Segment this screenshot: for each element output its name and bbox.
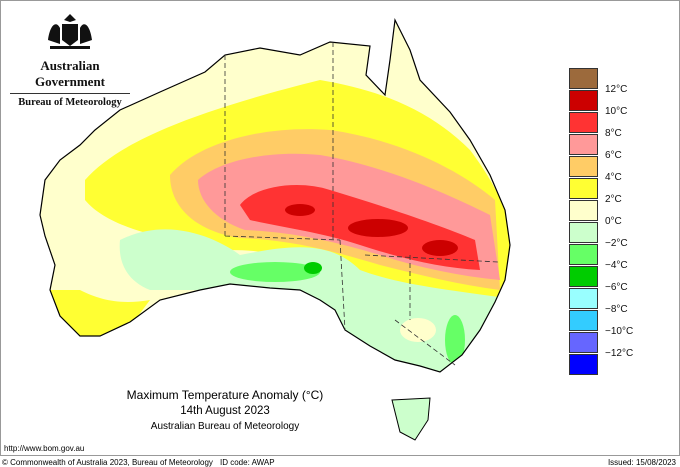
legend-swatch: [569, 178, 598, 199]
band-neg2-neg4b: [445, 315, 465, 365]
legend-swatch: [569, 222, 598, 243]
legend-swatch: [569, 354, 598, 375]
legend-label: 6°C: [605, 150, 622, 161]
legend-swatch: [569, 200, 598, 221]
legend-swatch: [569, 310, 598, 331]
legend-label: 0°C: [605, 216, 622, 227]
legend-label: −2°C: [605, 238, 628, 249]
map-title: Maximum Temperature Anomaly (°C): [126, 388, 324, 402]
legend-label: 8°C: [605, 128, 622, 139]
band-0-neg2-west: [119, 229, 510, 372]
band-neg4-neg6: [304, 262, 322, 274]
legend-swatch: [569, 156, 598, 177]
legend-label: −6°C: [605, 282, 628, 293]
legend-swatch: [569, 288, 598, 309]
band-neg2-neg4a: [230, 262, 320, 282]
legend-swatch: [569, 68, 598, 89]
map-source: Australian Bureau of Meteorology: [150, 421, 300, 432]
legend-label: 2°C: [605, 194, 622, 205]
band-10-12c: [422, 240, 458, 256]
coat-of-arms-icon: [48, 14, 92, 49]
warm-patch-se: [400, 318, 436, 342]
legend-swatch: [569, 134, 598, 155]
website-link[interactable]: http://www.bom.gov.au: [4, 444, 85, 453]
color-legend: 12°C 10°C 8°C 6°C 4°C 2°C 0°C −2°C −4°C −6°C −8°C −…: [569, 68, 633, 376]
legend-label: −10°C: [605, 326, 634, 337]
band-10-12a: [285, 204, 315, 216]
legend-label: −8°C: [605, 304, 628, 315]
legend-swatch: [569, 90, 598, 111]
agency-name: Bureau of Meteorology: [18, 97, 122, 108]
legend-swatch: [569, 266, 598, 287]
band-10-12b: [348, 219, 408, 237]
legend-swatch: [569, 112, 598, 133]
map-date: 14th August 2023: [180, 405, 270, 417]
government-logo: Australian Government Bureau of Meteorol…: [10, 10, 130, 108]
copyright: © Commonwealth of Australia 2023, Bureau…: [2, 458, 213, 467]
legend-label: −12°C: [605, 348, 634, 359]
government-name: Australian Government: [10, 58, 130, 94]
legend-swatch: [569, 244, 598, 265]
legend-label: 4°C: [605, 172, 622, 183]
legend-label: −4°C: [605, 260, 628, 271]
tasmania: [391, 397, 431, 441]
id-code: ID code: AWAP: [220, 458, 275, 467]
legend-label: 10°C: [605, 106, 628, 117]
legend-swatch: [569, 332, 598, 353]
issued-date: Issued: 15/08/2023: [607, 458, 676, 467]
legend-label: 12°C: [605, 84, 628, 95]
state-borders: [224, 42, 499, 366]
